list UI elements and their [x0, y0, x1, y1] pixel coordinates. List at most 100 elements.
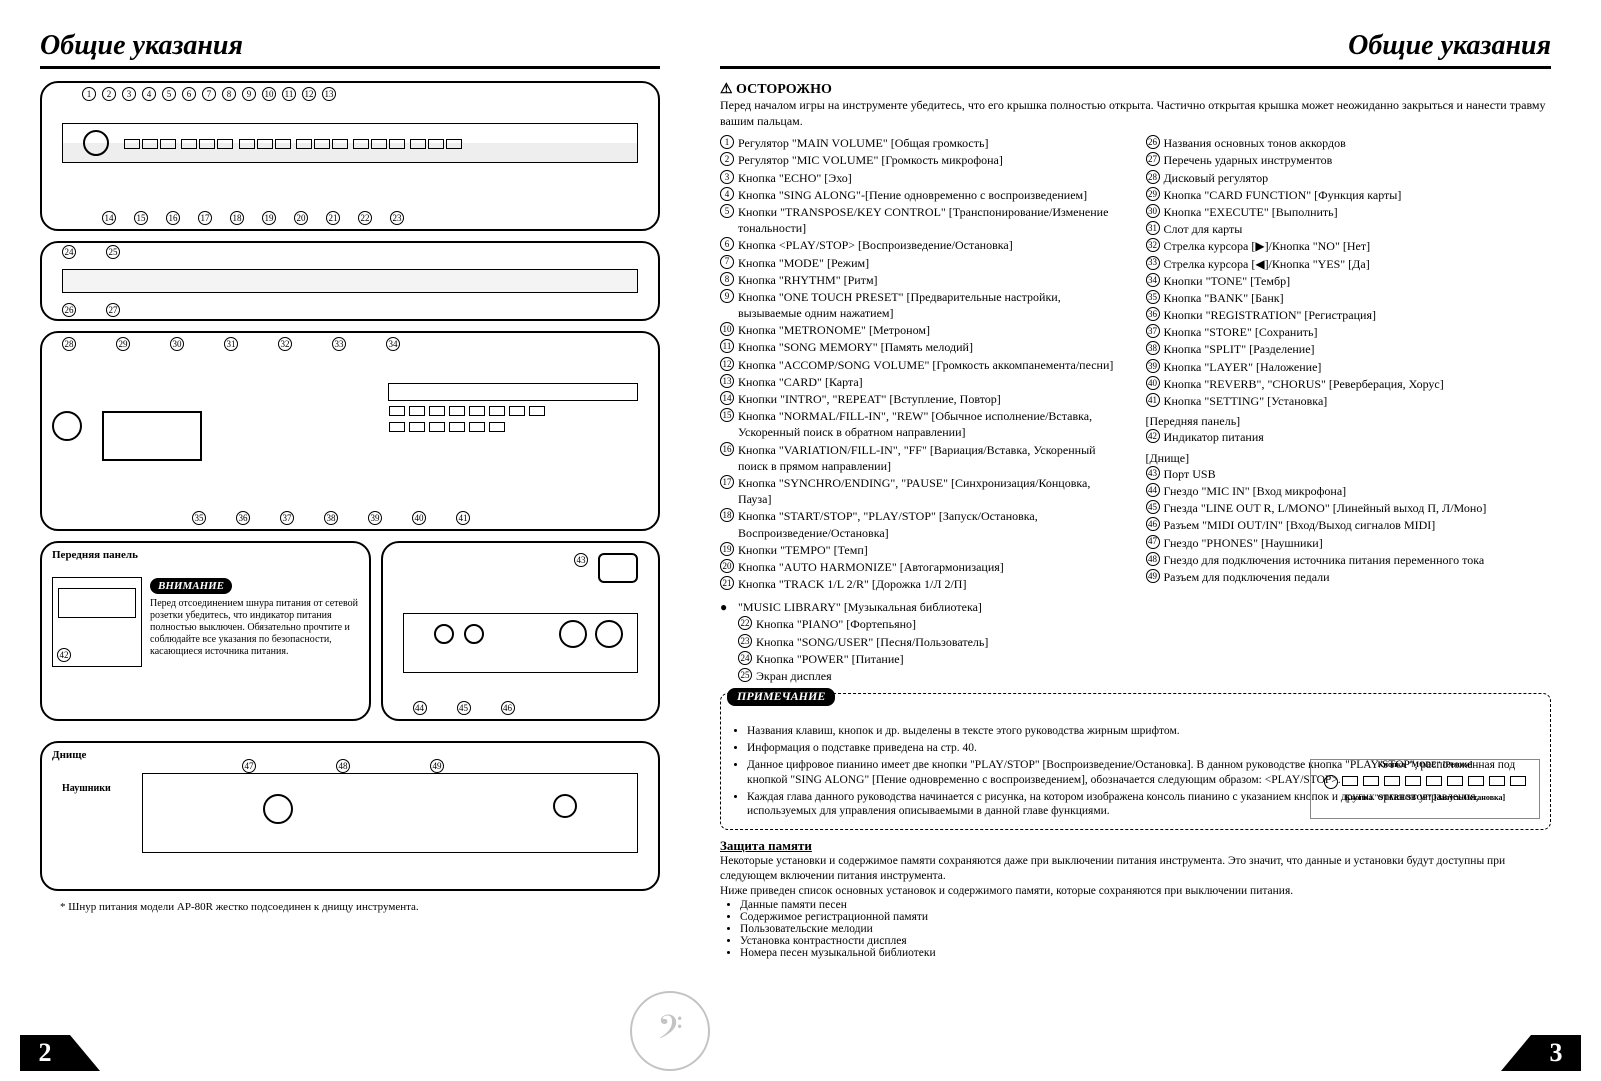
legend-text: Порт USB: [1164, 466, 1552, 482]
legend-text: Кнопка "ACCOMP/SONG VOLUME" [Громкость а…: [738, 357, 1126, 373]
callout-number: 39: [368, 511, 382, 525]
callout-number: 28: [1146, 170, 1160, 184]
callout-number: 41: [1146, 393, 1160, 407]
legend-item: 39Кнопка "LAYER" [Наложение]: [1146, 359, 1552, 375]
callout-number: 47: [242, 759, 256, 773]
callout-number: 17: [198, 211, 212, 225]
legend-text: Гнездо для подключения источника питания…: [1164, 552, 1552, 568]
callout-number: 10: [262, 87, 276, 101]
legend-item: 26Названия основных тонов аккордов: [1146, 135, 1552, 151]
legend-item: 3Кнопка "ECHO" [Эхо]: [720, 170, 1126, 186]
callout-number: 38: [324, 511, 338, 525]
callout-number: 35: [1146, 290, 1160, 304]
legend-item: 38 Кнопка "SPLIT" [Разделение]: [1146, 341, 1552, 357]
legend-text: Стрелка курсора [▶]/Кнопка "NO" [Нет]: [1164, 238, 1552, 254]
legend-item: 14Кнопки "INTRO", "REPEAT" [Вступление, …: [720, 391, 1126, 407]
callout-number: 3: [122, 87, 136, 101]
legend-text: Кнопка "SPLIT" [Разделение]: [1164, 341, 1552, 357]
legend-text: Кнопка "SONG/USER" [Песня/Пользователь]: [756, 634, 1126, 650]
legend-text: "MUSIC LIBRARY" [Музыкальная библиотека]: [738, 599, 1126, 615]
callout-number: 45: [1146, 500, 1160, 514]
legend-text: Перечень ударных инструментов: [1164, 152, 1552, 168]
callout-number: 18: [230, 211, 244, 225]
note-item: Названия клавиш, кнопок и др. выделены в…: [747, 724, 1540, 739]
callout-number: 26: [62, 303, 76, 317]
page-number-left: 2: [20, 1035, 70, 1071]
legend-item: 13 Кнопка "CARD" [Карта]: [720, 374, 1126, 390]
callout-number: 33: [1146, 256, 1160, 270]
legend-text: Кнопка "METRONOME" [Метроном]: [738, 322, 1126, 338]
callout-number: 1: [720, 135, 734, 149]
legend-item: 19Кнопки "TEMPO" [Темп]: [720, 542, 1126, 558]
section-label-bottom: [Днище]: [1146, 450, 1552, 466]
phones-label: Наушники: [62, 783, 111, 794]
legend-item: 24Кнопка "POWER" [Питание]: [720, 651, 1126, 667]
callout-number: 32: [1146, 238, 1160, 252]
callout-number: 40: [1146, 376, 1160, 390]
legend-columns: 1Регулятор "MAIN VOLUME" [Общая громкост…: [720, 135, 1551, 685]
jack-icon: [434, 624, 454, 644]
legend-text: Кнопка "RHYTHM" [Ритм]: [738, 272, 1126, 288]
midi-icon: [595, 620, 623, 648]
callout-number: 9: [720, 289, 734, 303]
callout-number: 34: [1146, 273, 1160, 287]
legend-text: Кнопка <PLAY/STOP> [Воспроизведение/Оста…: [738, 237, 1126, 253]
callout-number: 23: [390, 211, 404, 225]
footnote: * Шнур питания модели AP-80R жестко подс…: [40, 901, 660, 913]
legend-text: Кнопка "AUTO HARMONIZE" [Автогармонизаци…: [738, 559, 1126, 575]
legend-item: 47Гнездо "PHONES" [Наушники]: [1146, 535, 1552, 551]
callout-number: 34: [386, 337, 400, 351]
callout-number: 46: [1146, 517, 1160, 531]
callout-number: 46: [501, 701, 515, 715]
callout-title: ВНИМАНИЕ: [150, 578, 232, 594]
callout-number: 7: [202, 87, 216, 101]
legend-text: Кнопка "TRACK 1/L 2/R" [Дорожка 1/Л 2/П]: [738, 576, 1126, 592]
panel-label-front: Передняя панель: [52, 549, 138, 561]
callout-number: 31: [224, 337, 238, 351]
legend-text: Кнопка "CARD" [Карта]: [738, 374, 1126, 390]
legend-item: 2Регулятор "MIC VOLUME" [Громкость микро…: [720, 152, 1126, 168]
callout-number: 11: [720, 339, 734, 353]
callout-number: 12: [302, 87, 316, 101]
legend-text: Стрелка курсора [◀]/Кнопка "YES" [Да]: [1164, 256, 1552, 272]
callout-number: 13: [720, 374, 734, 388]
legend-item: 27Перечень ударных инструментов: [1146, 152, 1552, 168]
legend-item: 22Кнопка "PIANO" [Фортепьяно]: [720, 616, 1126, 632]
memory-item: Номера песен музыкальной библиотеки: [740, 947, 1551, 959]
num-42: 42: [57, 648, 71, 662]
legend-item: 17Кнопка "SYNCHRO/ENDING", "PAUSE" [Син­…: [720, 475, 1126, 507]
diagram-panel-b: 2425 2627: [40, 241, 660, 321]
legend-col-1: 1Регулятор "MAIN VOLUME" [Общая громкост…: [720, 135, 1126, 685]
page-number-right: 3: [1531, 1035, 1581, 1071]
legend-item: 28Дисковый регулятор: [1146, 170, 1552, 186]
diagram-panel-top: 12345678910111213 14151617181920212223: [40, 81, 660, 231]
legend-text: Экран дисплея: [756, 668, 1126, 684]
legend-item: 32 Стрелка курсора [▶]/Кнопка "NO" [Нет]: [1146, 238, 1552, 254]
legend-item: ●"MUSIC LIBRARY" [Музыкальная библиотека…: [720, 599, 1126, 615]
callout-number: 21: [720, 576, 734, 590]
legend-text: Кнопка "REVERB", "CHORUS" [Реверберация,…: [1164, 376, 1552, 392]
callout-number: 20: [294, 211, 308, 225]
legend-text: Индикатор питания: [1164, 429, 1552, 445]
callout-number: 16: [166, 211, 180, 225]
callout-number: 36: [236, 511, 250, 525]
callout-number: 27: [106, 303, 120, 317]
legend-item: 36Кнопки "REGISTRATION" [Регистрация]: [1146, 307, 1552, 323]
device-strip: [62, 123, 638, 163]
callout-number: 4: [142, 87, 156, 101]
callout-number: 48: [1146, 552, 1160, 566]
bullet-icon: ●: [720, 599, 734, 615]
legend-text: Кнопка "SING ALONG"-[Пение одновременно …: [738, 187, 1126, 203]
legend-text: Кнопка "MODE" [Режим]: [738, 255, 1126, 271]
mini-bot-label: Кнопка "START/STOP" [Запуск/Остановка]: [1311, 793, 1539, 803]
legend-text: Слот для карты: [1164, 221, 1552, 237]
callout-number: 29: [1146, 187, 1160, 201]
callout-number: 38: [1146, 341, 1160, 355]
callout-number: 44: [1146, 483, 1160, 497]
legend-text: Кнопка "CARD FUNCTION" [Функция карты]: [1164, 187, 1552, 203]
right-page: Общие указания ⚠ ОСТОРОЖНО Перед началом…: [700, 0, 1601, 1081]
callout-number: 22: [738, 616, 752, 630]
callout-number: 11: [282, 87, 296, 101]
knob-icon: [83, 130, 109, 156]
legend-text: Кнопка "ECHO" [Эхо]: [738, 170, 1126, 186]
